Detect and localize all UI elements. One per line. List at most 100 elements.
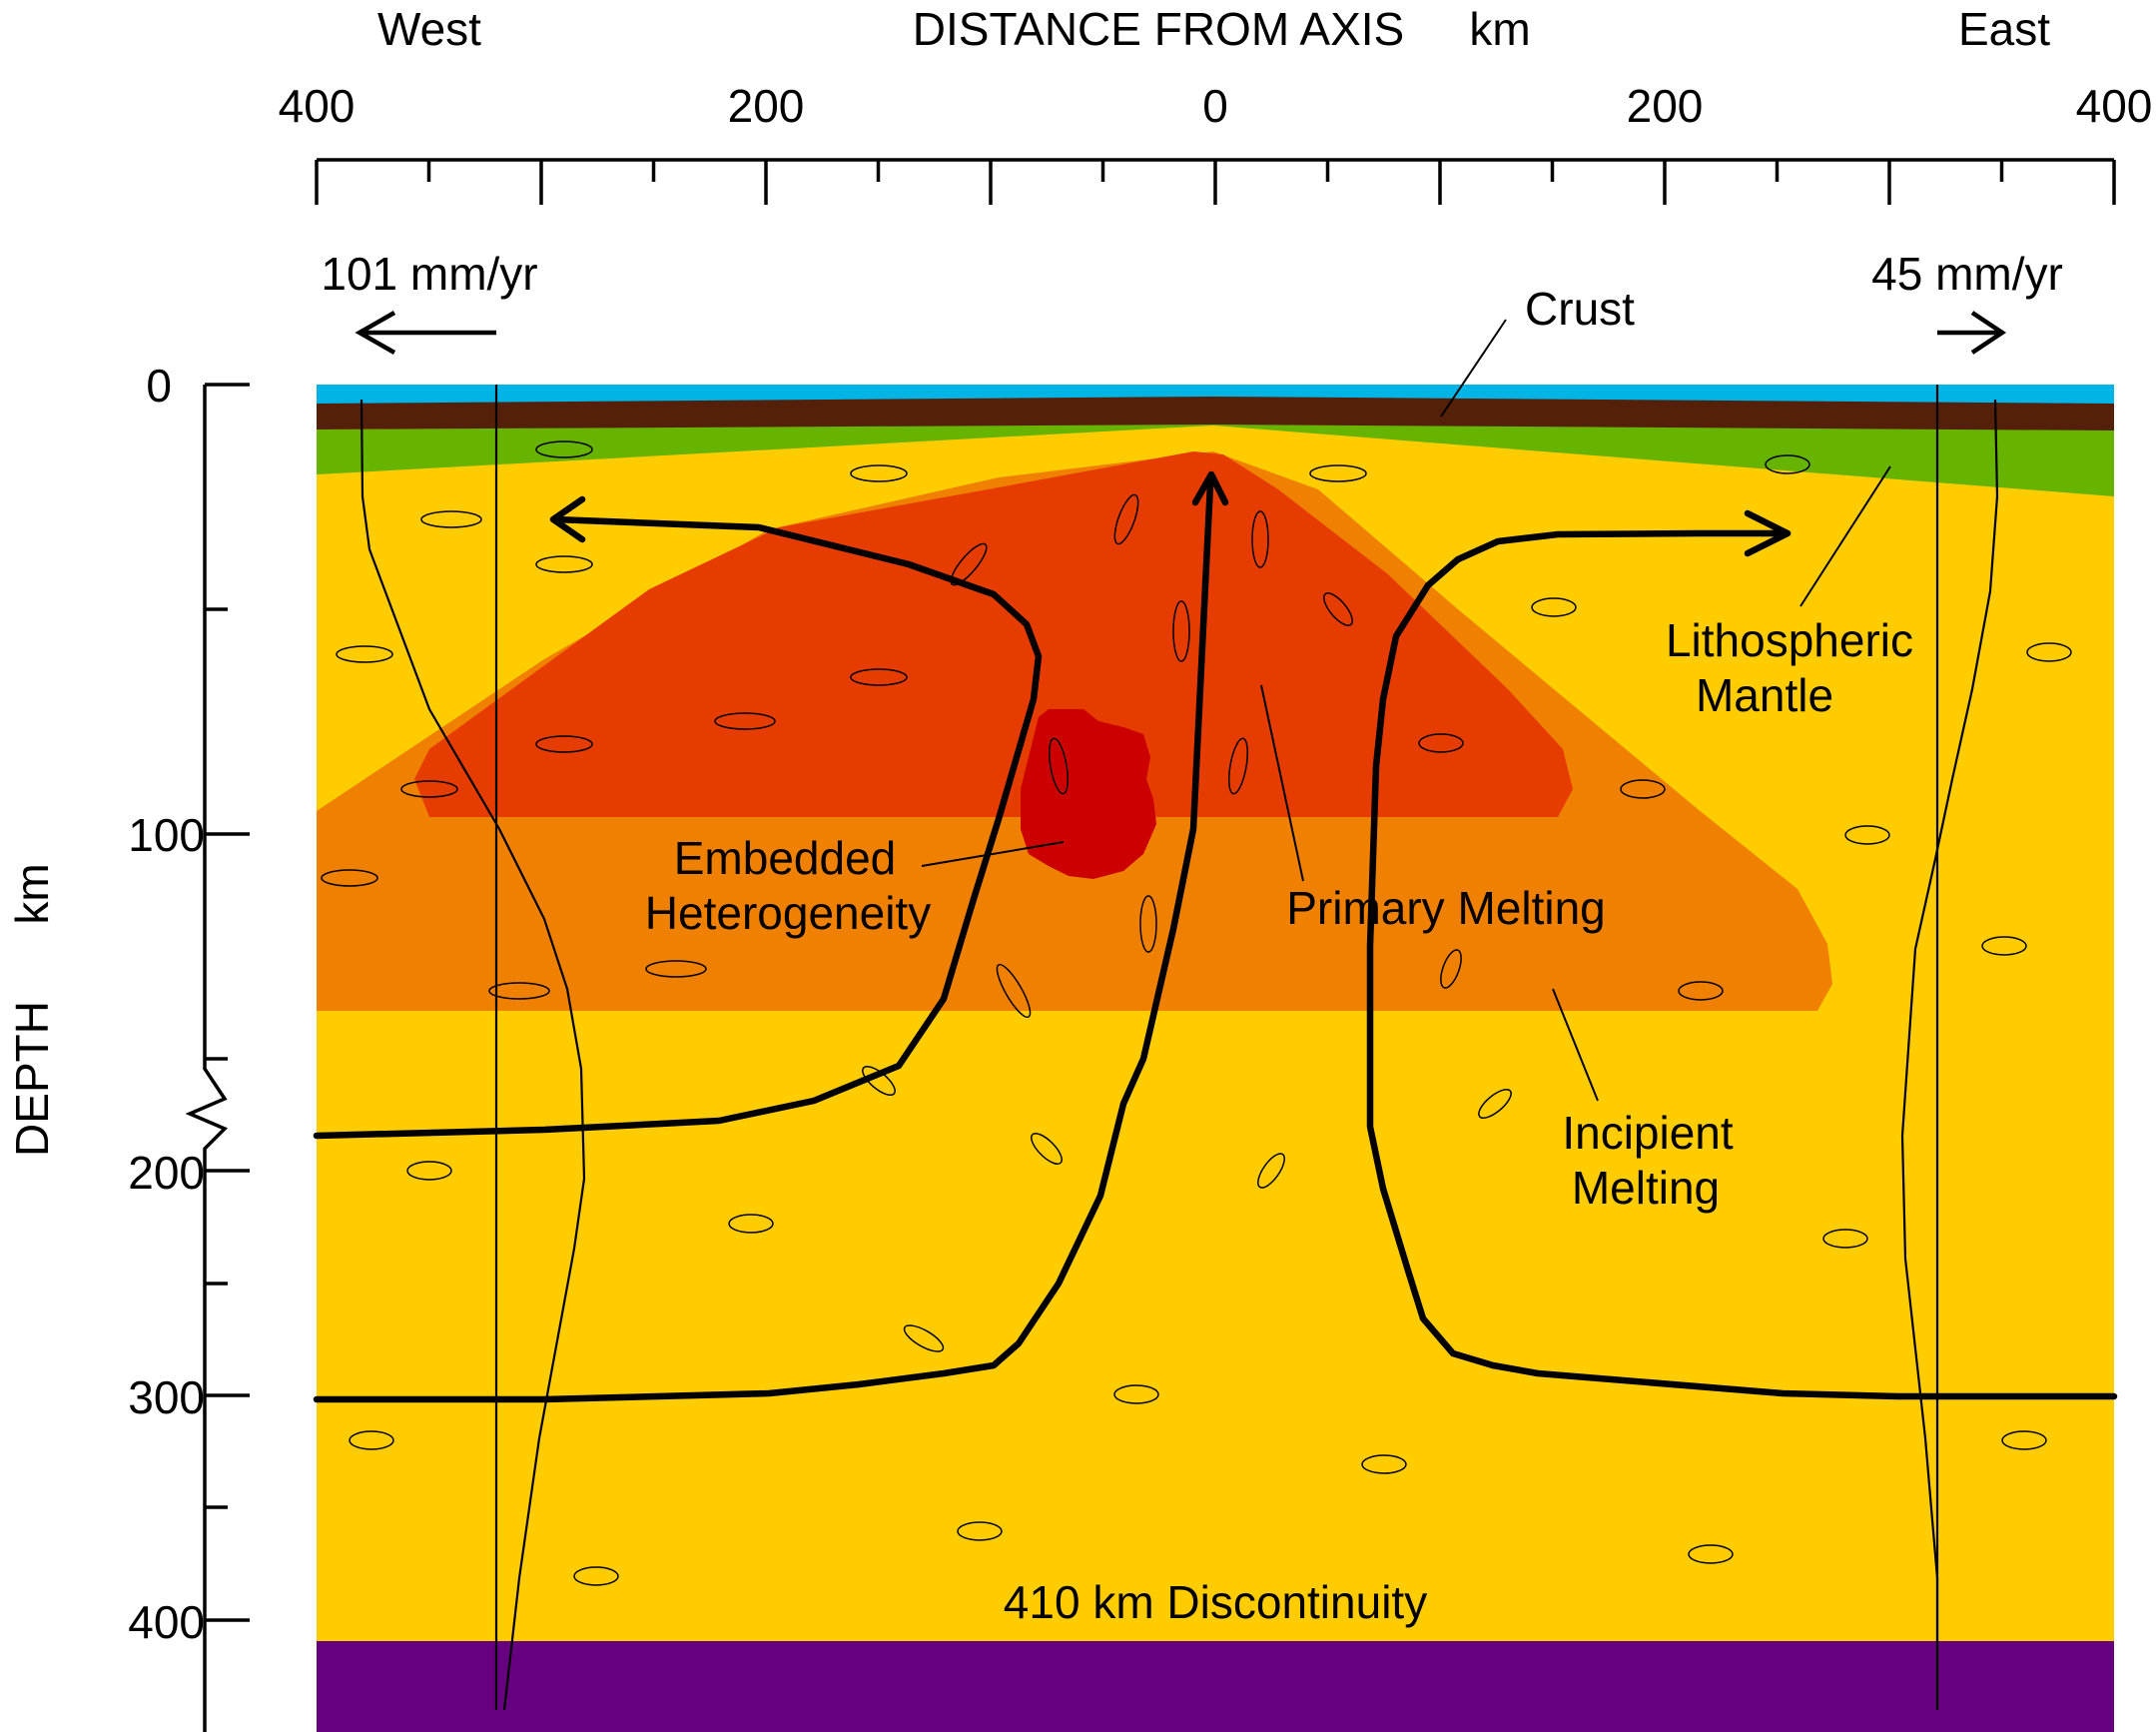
thin-lines	[359, 385, 1999, 1711]
crystal-mark	[1257, 1153, 1285, 1189]
depth-tick-label: 100	[128, 809, 205, 861]
crystal-mark	[1048, 737, 1070, 795]
crystal-mark	[728, 1214, 774, 1234]
crystal-mark	[1251, 510, 1269, 568]
ocean-layer	[317, 385, 2114, 405]
crystal-mark	[1478, 1089, 1512, 1119]
distance-axis-title: DISTANCE FROM AXIS	[913, 3, 1404, 55]
discontinuity-layer	[317, 1641, 2114, 1732]
crystal-mark	[1113, 493, 1139, 545]
crystal-mark	[2001, 1430, 2047, 1450]
distance-tick-label: 400	[2076, 80, 2153, 132]
crystal-mark	[1309, 464, 1367, 482]
crystal-mark	[957, 1521, 1003, 1541]
crystal-mark	[1765, 454, 1810, 474]
primary-melting-zone	[414, 451, 1573, 817]
crystal-mark	[2026, 642, 2072, 662]
east-flow-arrowhead	[1744, 509, 1792, 557]
distance-tick-label: 200	[1627, 80, 1704, 132]
region-labels: Crust Lithospheric Mantle Embedded Heter…	[645, 283, 1913, 1628]
west-label: West	[377, 3, 481, 55]
west-flow-arrowhead	[549, 495, 586, 543]
depth-tick-label: 0	[146, 360, 172, 412]
mantle-flow-lines	[313, 470, 2118, 1403]
crystal-mark	[420, 510, 482, 528]
depth-axis-title: DEPTH	[6, 1001, 58, 1157]
leader-lines	[921, 319, 1891, 1102]
embedded-heterogeneity	[1021, 709, 1156, 879]
crystal-mark	[850, 464, 908, 482]
crystal-mark	[1531, 597, 1577, 617]
crystal-mark	[996, 963, 1032, 1019]
depth-axis-line	[185, 385, 229, 1732]
crystal-mark	[535, 440, 593, 458]
east-label: East	[1958, 3, 2050, 55]
crystal-mark	[321, 869, 378, 887]
crystal-mark	[850, 668, 908, 686]
primary-melting-label: Primary Melting	[1286, 882, 1606, 934]
east-plate-arrow	[1937, 311, 2007, 355]
crystal-mark	[714, 712, 776, 730]
crystal-mark	[1227, 737, 1249, 795]
crystal-mark	[1440, 949, 1462, 989]
depth-tick-label: 300	[128, 1371, 205, 1423]
crystal-mark	[950, 542, 988, 586]
lithospheric-leader	[1799, 465, 1891, 607]
west-outer-flow-line	[313, 515, 1043, 1140]
lithospheric-mantle-layer	[317, 424, 2114, 496]
distance-tick-label: 0	[1202, 80, 1228, 132]
west-plate-arrow	[355, 311, 496, 355]
crystal-mark	[1678, 981, 1724, 1001]
crystal-mark	[535, 735, 593, 753]
crystal-mark	[1844, 825, 1890, 845]
depth-tick-label: 400	[128, 1596, 205, 1648]
east-plate-rate: 45 mm/yr	[1871, 248, 2063, 300]
depth-axis-ticks	[205, 383, 250, 1622]
incipient-melting-label-line2: Melting	[1572, 1162, 1720, 1214]
crystal-mark	[1620, 779, 1666, 799]
depth-axis-unit: km	[6, 863, 58, 924]
crystal-mark	[1981, 936, 2027, 956]
heterogeneity-label-line1: Embedded	[674, 832, 897, 884]
lithospheric-label-line1: Lithospheric	[1666, 614, 1913, 666]
distance-axis-ticks	[315, 160, 2116, 205]
layers	[317, 385, 2114, 1732]
primary-melting-leader	[1260, 684, 1304, 882]
distance-axis-unit: km	[1469, 3, 1530, 55]
crystal-mark	[1113, 1384, 1159, 1404]
crust-label: Crust	[1525, 283, 1635, 335]
east-deformation-profile	[1900, 399, 1999, 1710]
heterogeneity-label-line2: Heterogeneity	[645, 887, 931, 939]
lithospheric-label-line2: Mantle	[1696, 669, 1833, 721]
crystal-mark	[400, 780, 458, 798]
west-plate-rate: 101 mm/yr	[321, 248, 537, 300]
crystal-mark	[1172, 600, 1190, 662]
heterogeneity-leader	[921, 841, 1065, 867]
distance-axis: 400 200 0 200 400 West East DISTANCE FRO…	[279, 3, 2153, 205]
crust-layer	[317, 397, 2114, 431]
crystal-mark	[1822, 1229, 1868, 1249]
distance-tick-label: 400	[279, 80, 356, 132]
incipient-melting-leader	[1552, 988, 1599, 1102]
axis-flow-arrowhead	[1191, 470, 1229, 506]
crystal-mark	[1688, 1544, 1734, 1564]
crystal-mark	[406, 1161, 452, 1181]
west-deformation-profile	[359, 399, 586, 1711]
crystal-mark	[1139, 895, 1157, 953]
depth-axis: 0 100 200 300 400 DEPTH km	[6, 360, 250, 1732]
crystal-mark	[1418, 733, 1464, 753]
discontinuity-label: 410 km Discontinuity	[1004, 1576, 1427, 1628]
plate-motion-arrows	[355, 311, 2007, 355]
west-inner-flow-line	[313, 480, 1214, 1403]
crust-leader	[1440, 319, 1507, 418]
crystal-mark	[336, 645, 393, 663]
crystal-mark	[488, 982, 550, 1000]
crystal-mark	[645, 960, 707, 978]
crystal-mark	[573, 1566, 619, 1586]
crystal-mark	[535, 555, 593, 573]
crystal-mark	[1031, 1133, 1063, 1165]
crystal-mark	[349, 1430, 394, 1450]
distance-tick-label: 200	[728, 80, 805, 132]
east-inner-flow-line	[1366, 529, 2118, 1400]
